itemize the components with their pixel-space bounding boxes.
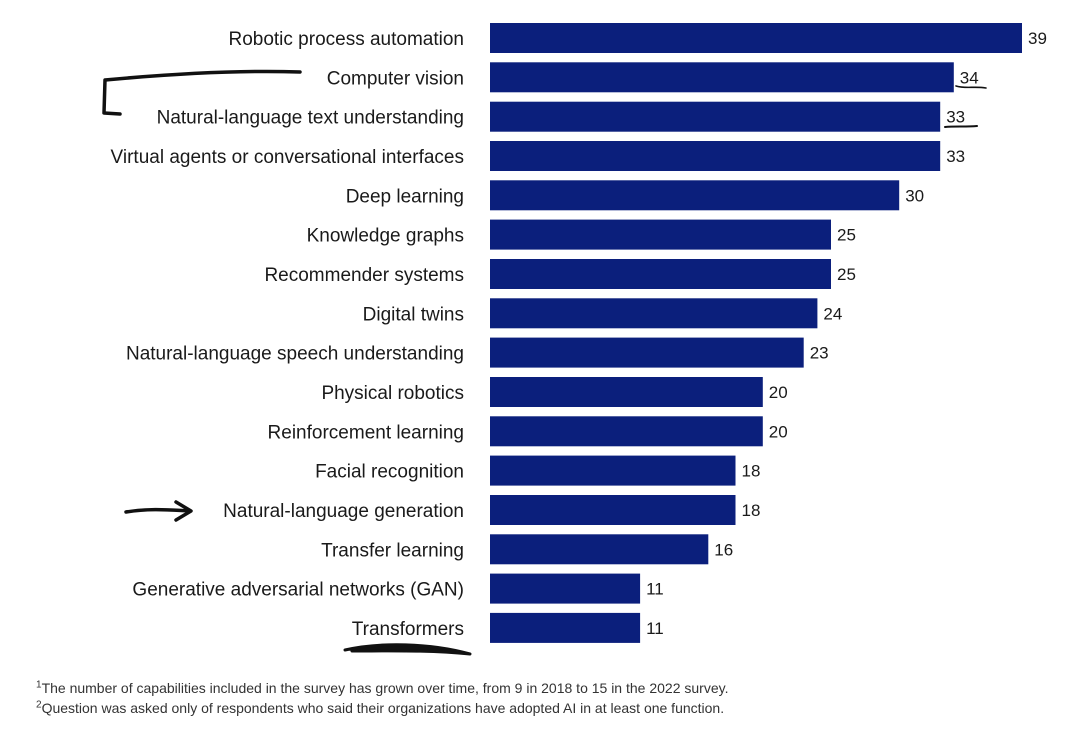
underline-annotation-34 [955, 85, 987, 89]
category-label-10: Physical robotics [321, 383, 464, 404]
bar-15 [490, 573, 641, 604]
category-label-13: Natural-language generation [223, 501, 464, 522]
category-label-4: Virtual agents or conversational interfa… [111, 147, 464, 168]
category-label-14: Transfer learning [321, 540, 464, 561]
bar-4 [490, 141, 941, 171]
footnote-1-text: The number of capabilities included in t… [41, 680, 729, 696]
footnote-2-mark: 2 [36, 699, 42, 711]
footnotes: 1The number of capabilities included in … [36, 678, 728, 718]
bar-1 [490, 23, 1022, 53]
bar-6 [490, 219, 831, 250]
value-label-11: 20 [769, 422, 788, 441]
category-label-12: Facial recognition [315, 462, 464, 483]
value-label-12: 18 [742, 462, 761, 481]
bar-16 [490, 612, 641, 643]
value-label-5: 30 [905, 186, 924, 205]
bar-12 [490, 455, 736, 486]
value-label-10: 20 [769, 383, 788, 402]
footnote-2: 2Question was asked only of respondents … [36, 698, 728, 718]
value-label-7: 25 [837, 265, 856, 284]
category-label-2: Computer vision [327, 68, 464, 89]
bar-10 [490, 377, 763, 407]
category-label-16: Transformers [352, 619, 464, 640]
bar-5 [490, 180, 900, 211]
bar-9 [490, 337, 804, 368]
value-label-15: 11 [646, 580, 664, 599]
bar-11 [490, 416, 763, 447]
value-label-8: 24 [823, 304, 842, 323]
value-label-2: 34 [960, 68, 979, 87]
value-label-6: 25 [837, 226, 856, 245]
bar-14 [490, 534, 709, 565]
scribble-underline-annotation [343, 643, 472, 656]
category-label-6: Knowledge graphs [307, 226, 464, 247]
category-label-1: Robotic process automation [228, 29, 464, 50]
bar-3 [490, 101, 941, 132]
arrow-annotation [124, 500, 193, 522]
value-label-3: 33 [946, 108, 965, 127]
category-label-11: Reinforcement learning [268, 422, 464, 443]
value-label-4: 33 [946, 147, 965, 166]
underline-annotation-33 [944, 125, 978, 128]
bar-13 [490, 495, 736, 525]
value-label-1: 39 [1028, 29, 1047, 48]
bar-2 [490, 62, 954, 93]
category-label-3: Natural-language text understanding [157, 108, 464, 129]
footnote-2-text: Question was asked only of respondents w… [41, 700, 725, 716]
footnote-1-mark: 1 [36, 679, 42, 691]
value-label-14: 16 [714, 540, 733, 559]
value-label-9: 23 [810, 344, 829, 363]
bar-chart: Robotic process automation 39 Computer vis… [102, 23, 1047, 656]
footnote-1: 1The number of capabilities included in … [36, 678, 728, 698]
handwritten-annotations [102, 69, 987, 656]
category-label-15: Generative adversarial networks (GAN) [132, 580, 464, 601]
bar-7 [490, 259, 831, 289]
category-label-8: Digital twins [363, 304, 464, 325]
bar-8 [490, 298, 818, 329]
category-label-9: Natural-language speech understanding [126, 344, 464, 365]
bracket-annotation [102, 69, 302, 116]
value-label-13: 18 [742, 501, 761, 520]
value-label-16: 11 [646, 619, 664, 638]
category-label-5: Deep learning [346, 186, 464, 207]
category-label-7: Recommender systems [264, 265, 464, 286]
